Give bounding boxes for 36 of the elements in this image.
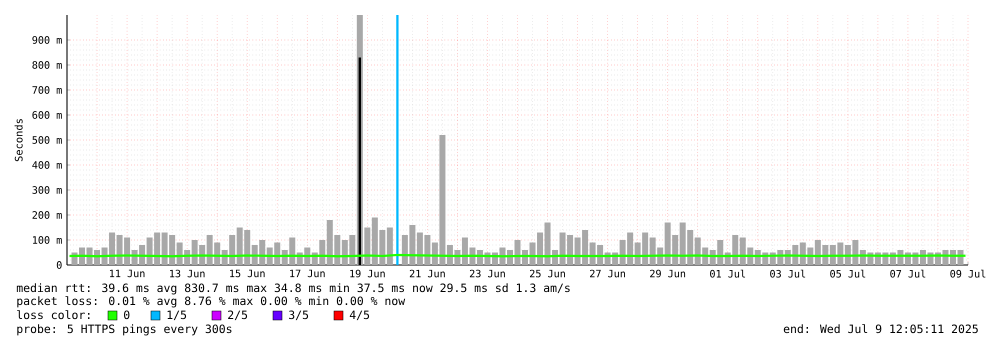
text: end: Wed Jul 9 12:05:11 2025: [784, 324, 978, 334]
y-tick-label: 0: [56, 261, 62, 269]
y-tick-label: 300 m: [32, 186, 62, 194]
text: probe: 5 HTTPS pings every 300s: [17, 324, 232, 336]
x-tick-label: 23 Jun: [470, 270, 505, 278]
x-tick-label: 29 Jun: [650, 270, 686, 278]
x-tick-label: 09 Jul: [950, 270, 986, 278]
legend-label: 4/5: [350, 310, 370, 320]
legend-label: 2/5: [228, 310, 248, 320]
x-tick-label: 25 Jun: [530, 270, 565, 278]
x-tick-label: 13 Jun: [170, 270, 205, 278]
x-tick-label: 01 Jul: [710, 270, 746, 278]
x-tick-label: 15 Jun: [230, 270, 265, 278]
y-tick-label: 200 m: [32, 211, 62, 219]
legend-label: 0: [124, 310, 130, 320]
y-tick-label: 900 m: [32, 36, 62, 44]
y-tick-label: 600 m: [32, 111, 62, 119]
y-tick-label: 400 m: [32, 161, 62, 169]
x-tick-label: 11 Jun: [110, 270, 144, 278]
text: packet loss: 0.01 % avg 8.76 % max 0.00 % min 0.00 % now: [17, 296, 406, 308]
text: median rtt: 39.6 ms avg 830.7 ms max 34.8 ms min 37.5 ms now 29.5 ms sd 1.3 am/s: [16, 283, 570, 294]
x-tick-label: 03 Jul: [770, 270, 806, 278]
y-tick-label: 500 m: [32, 136, 62, 144]
y-axis-title: Seconds: [14, 119, 23, 162]
y-tick-label: 800 m: [32, 61, 62, 69]
x-tick-label: 05 Jul: [830, 270, 866, 278]
x-tick-label: 07 Jul: [890, 270, 926, 278]
legend-label: 3/5: [289, 310, 308, 320]
y-tick-label: 100 m: [33, 236, 62, 244]
x-tick-label: 17 Jun: [290, 270, 325, 278]
legend-label: 1/5: [168, 310, 186, 320]
x-tick-label: 19 Jun: [350, 270, 385, 278]
x-tick-label: 21 Jun: [410, 270, 445, 278]
x-tick-label: 27 Jun: [590, 270, 626, 278]
legend-title: loss color:: [17, 310, 90, 320]
y-tick-label: 700 m: [32, 86, 62, 94]
